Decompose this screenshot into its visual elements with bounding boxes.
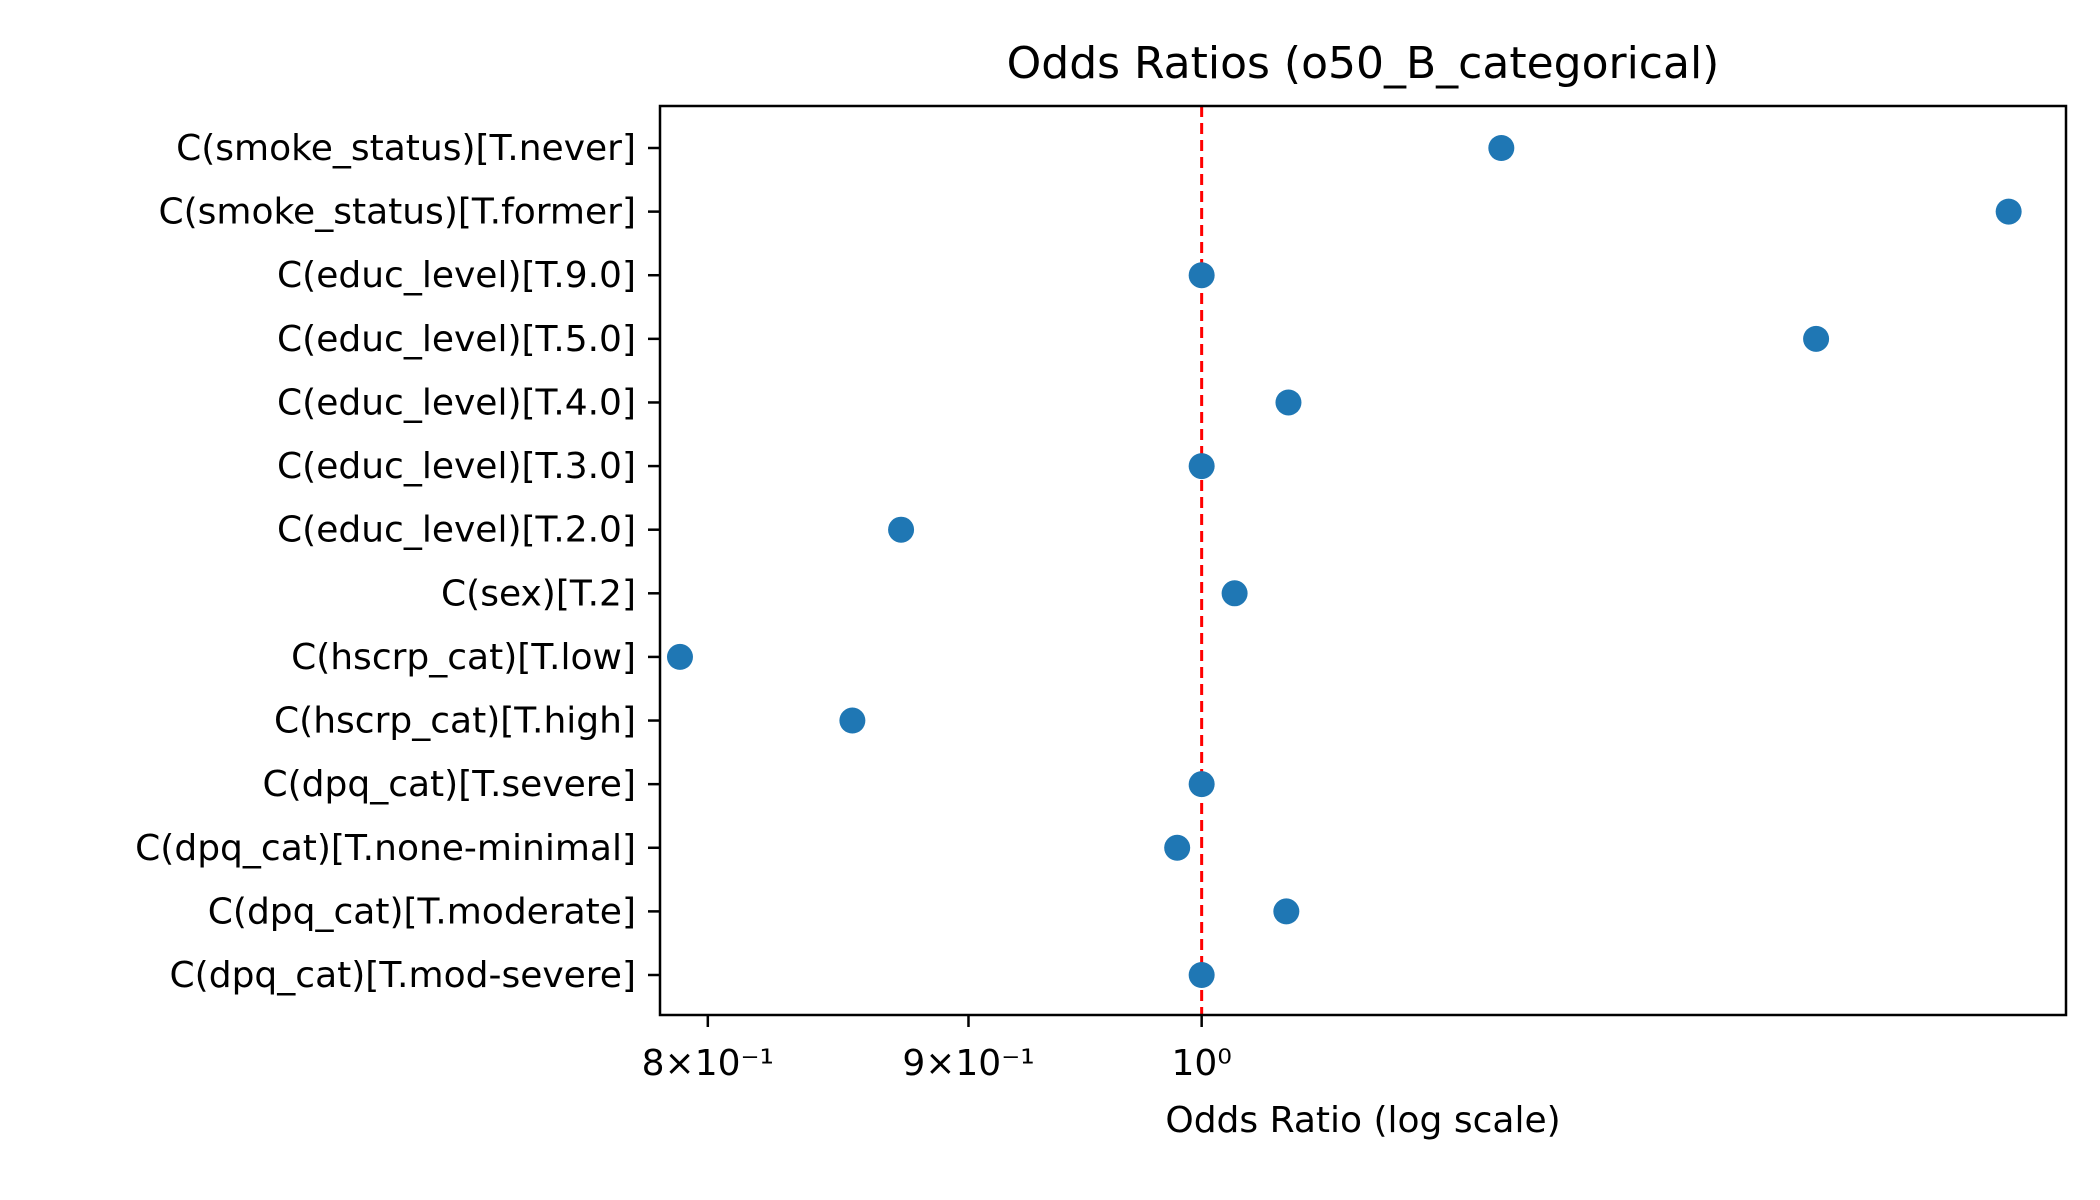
data-point (666, 643, 693, 670)
data-point (1995, 198, 2022, 225)
x-tick-label: 10⁰ (1172, 1043, 1232, 1084)
y-tick-label: C(dpq_cat)[T.moderate] (208, 891, 636, 932)
y-tick-label: C(dpq_cat)[T.severe] (262, 764, 636, 805)
y-tick-label: C(sex)[T.2] (441, 573, 636, 614)
y-axis: C(smoke_status)[T.never] C(smoke_status)[… (135, 128, 660, 996)
data-point (1188, 962, 1215, 988)
data-point (1188, 262, 1215, 289)
data-point (1221, 580, 1248, 607)
x-tick-label: 9×10⁻¹ (902, 1043, 1034, 1084)
plot-frame (658, 104, 2068, 1017)
y-tick-label: C(educ_level)[T.2.0] (277, 510, 636, 551)
data-point (1273, 898, 1300, 925)
plot-area (666, 106, 2022, 1015)
data-point (1164, 834, 1191, 861)
x-axis-label: Odds Ratio (log scale) (1165, 1100, 1560, 1141)
y-tick-label: C(educ_level)[T.5.0] (277, 319, 636, 360)
data-point (839, 707, 866, 734)
y-tick-label: C(smoke_status)[T.former] (158, 192, 636, 233)
y-tick-label: C(hscrp_cat)[T.low] (291, 637, 636, 678)
y-tick-label: C(hscrp_cat)[T.high] (274, 701, 636, 742)
x-tick-label: 8×10⁻¹ (642, 1043, 774, 1084)
chart-title: Odds Ratios (o50_B_categorical) (1007, 38, 1720, 89)
y-tick-label: C(educ_level)[T.9.0] (277, 255, 636, 296)
data-point (1188, 453, 1215, 480)
y-tick-label: C(educ_level)[T.3.0] (277, 446, 636, 487)
data-point (1803, 325, 1830, 352)
x-axis: 8×10⁻¹ 9×10⁻¹ 10⁰ (642, 1015, 1232, 1084)
data-point (1488, 135, 1515, 161)
y-tick-label: C(smoke_status)[T.never] (176, 128, 636, 169)
data-point (1188, 771, 1215, 798)
y-tick-label: C(dpq_cat)[T.mod-severe] (170, 955, 636, 996)
data-point (1275, 389, 1302, 416)
data-point (888, 516, 915, 543)
y-tick-label: C(dpq_cat)[T.none-minimal] (135, 828, 636, 869)
y-tick-label: C(educ_level)[T.4.0] (277, 382, 636, 423)
